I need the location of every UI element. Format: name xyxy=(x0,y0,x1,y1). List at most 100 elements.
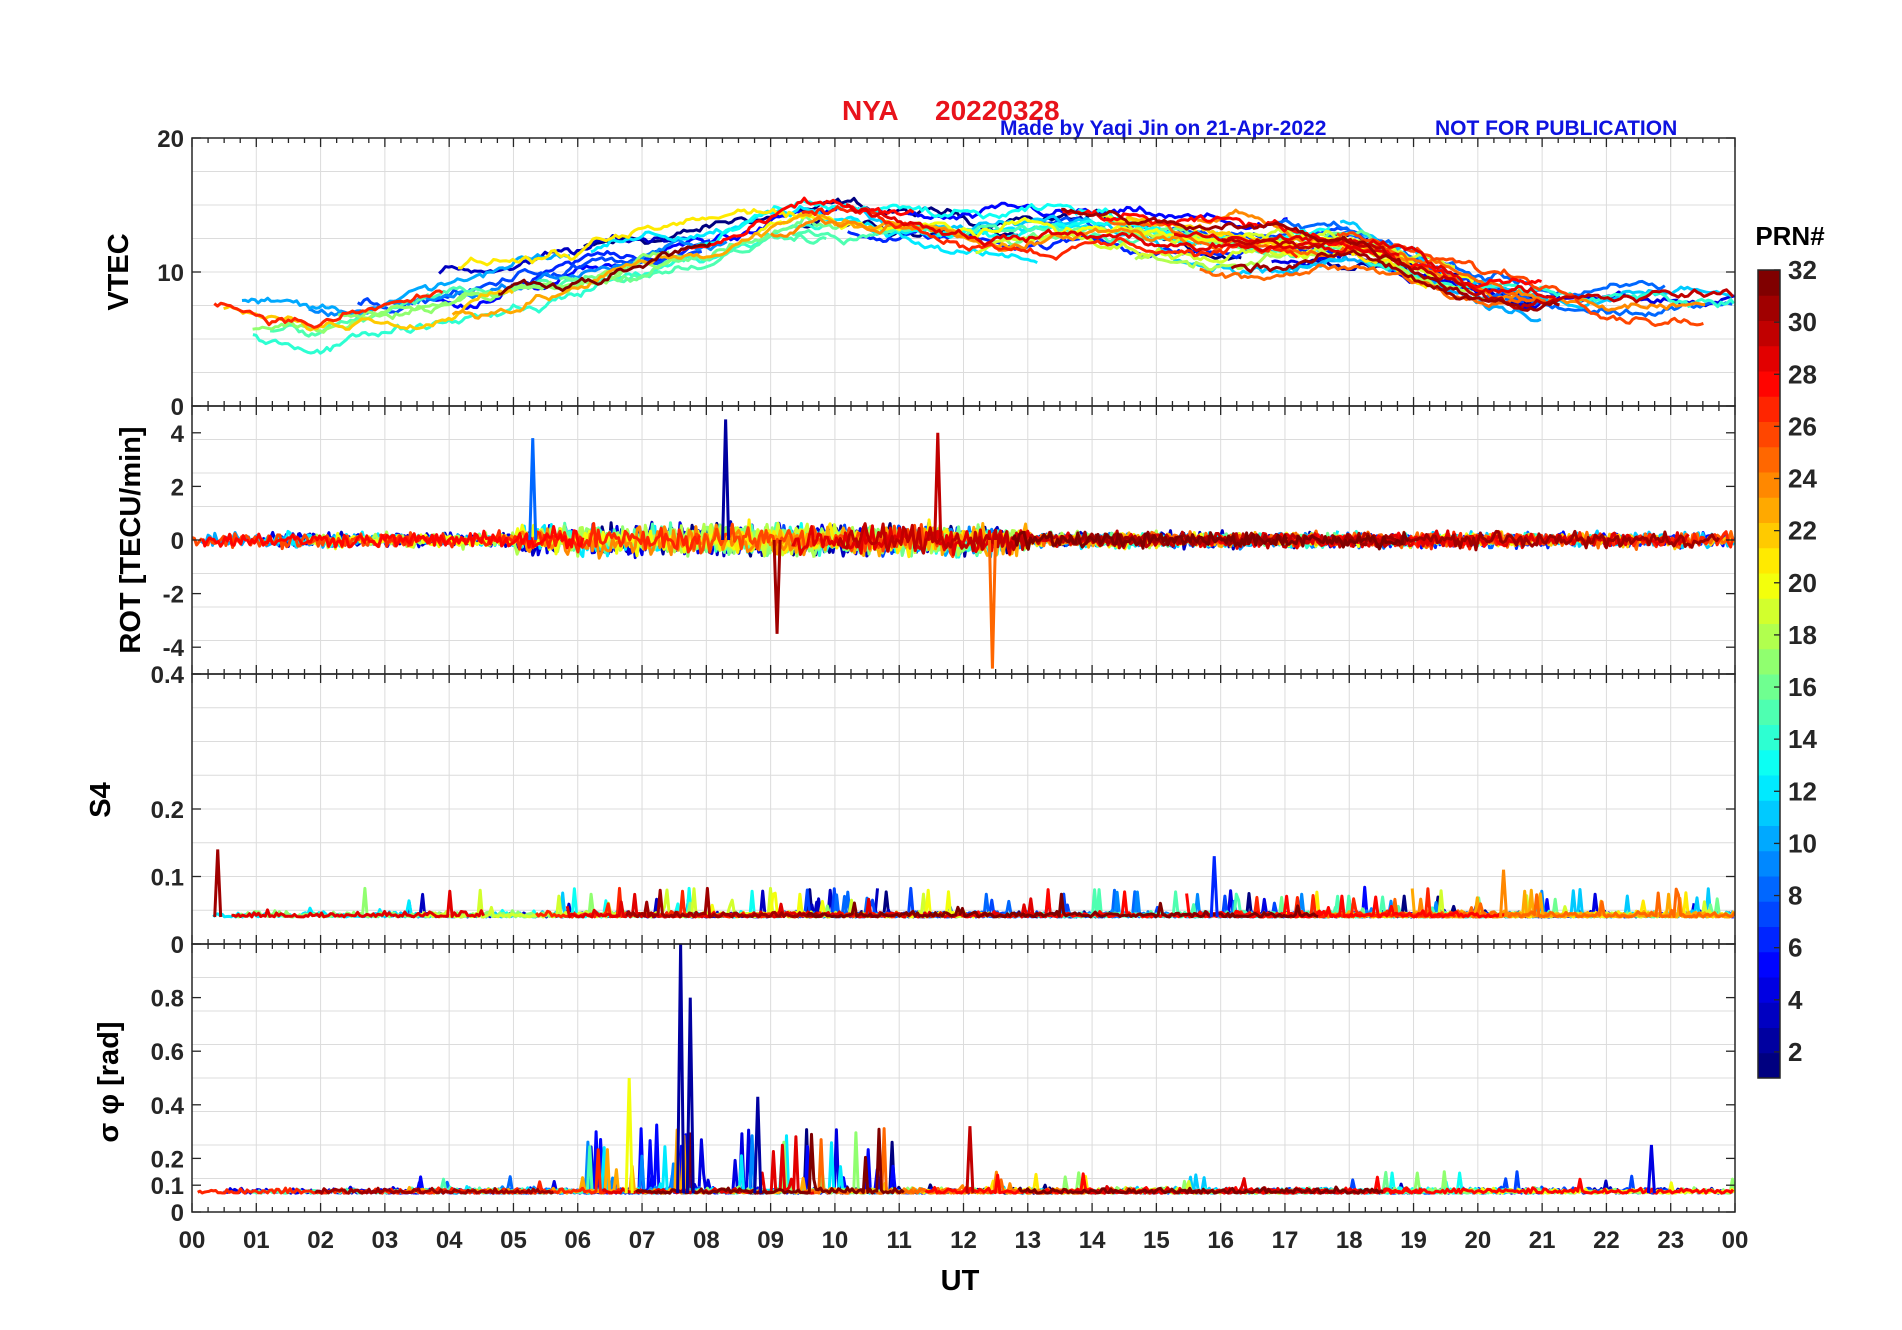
x-tick-label: 00 xyxy=(1722,1227,1749,1254)
colorbar-segment xyxy=(1758,547,1780,574)
colorbar-segment xyxy=(1758,345,1780,372)
series-line-prn-29 xyxy=(845,203,1400,258)
colorbar-tick-label: 32 xyxy=(1788,255,1817,285)
series-line-prn-27 xyxy=(801,205,1299,261)
colorbar-segment xyxy=(1758,446,1780,473)
colorbar-tick-label: 24 xyxy=(1788,464,1817,494)
y-axis-label: VTEC xyxy=(103,233,135,310)
y-tick-label: 0.6 xyxy=(151,1039,184,1066)
colorbar-tick-label: 14 xyxy=(1788,724,1817,754)
series-group xyxy=(192,419,1735,669)
y-tick-label: 2 xyxy=(171,474,184,501)
colorbar-tick-label: 20 xyxy=(1788,568,1817,598)
y-tick-label: -4 xyxy=(163,635,185,662)
x-tick-label: 09 xyxy=(757,1227,784,1254)
series-line-prn-31 xyxy=(314,1186,555,1195)
peak-spike xyxy=(987,539,997,669)
series-line-prn-32 xyxy=(635,1127,905,1195)
colorbar-segment xyxy=(1758,1002,1780,1028)
x-tick-label: 16 xyxy=(1207,1227,1234,1254)
x-tick-label: 19 xyxy=(1400,1227,1427,1254)
colorbar-segment xyxy=(1758,295,1780,321)
y-tick-label: 0 xyxy=(171,528,184,555)
colorbar-segment xyxy=(1758,421,1780,448)
series-line-prn-28 xyxy=(681,196,915,252)
series-line-prn-27 xyxy=(213,289,444,329)
series-line-prn-29 xyxy=(231,889,485,919)
colorbar-segment xyxy=(1758,648,1780,675)
series-line-prn-15 xyxy=(249,1145,600,1195)
series-line-prn-23 xyxy=(404,1128,845,1195)
series-line-prn-1 xyxy=(583,196,1019,248)
peak-spike xyxy=(213,849,223,918)
y-tick-label: 0 xyxy=(171,1200,184,1227)
colorbar-tick-label: 22 xyxy=(1788,516,1817,546)
x-tick-label: 15 xyxy=(1143,1227,1170,1254)
colorbar-segment xyxy=(1758,901,1780,927)
series-line-prn-31 xyxy=(1230,249,1480,301)
colorbar-segment xyxy=(1758,320,1780,347)
colorbar-tick-label: 6 xyxy=(1788,933,1802,963)
x-tick-label: 10 xyxy=(822,1227,849,1254)
colorbar-tick-label: 26 xyxy=(1788,411,1817,441)
colorbar-segment xyxy=(1758,825,1780,852)
panel-sigma_phi: 00.10.2 0.4 0.6 0.8 σ φ [rad] xyxy=(93,943,1736,1227)
colorbar-tick-label: 8 xyxy=(1788,881,1802,911)
colorbar-segment xyxy=(1758,724,1780,751)
panel-vtec: 0 10 20 VTEC xyxy=(103,126,1736,421)
colorbar-segment xyxy=(1758,472,1780,498)
colorbar-tick-label: 28 xyxy=(1788,359,1817,389)
series-group xyxy=(197,944,1735,1195)
series-line-prn-28 xyxy=(1185,893,1505,919)
x-tick-label: 04 xyxy=(436,1227,463,1254)
colorbar-segment xyxy=(1758,1027,1780,1054)
y-tick-label: 0.4 xyxy=(151,662,185,689)
peak-spike xyxy=(1499,869,1509,918)
x-tick-label: 12 xyxy=(950,1227,977,1254)
colorbar-segment xyxy=(1758,977,1780,1003)
x-tick-label: 01 xyxy=(243,1227,270,1254)
peak-spike xyxy=(721,419,731,541)
y-axis-label: σ φ [rad] xyxy=(93,1021,125,1142)
colorbar-segment xyxy=(1758,850,1780,877)
y-tick-label: 0.1 xyxy=(151,865,184,892)
series-line-prn-32 xyxy=(1017,1185,1384,1195)
x-tick-label: 07 xyxy=(629,1227,656,1254)
colorbar-segment xyxy=(1758,598,1780,624)
series-line-prn-3 xyxy=(438,234,691,275)
peak-spike xyxy=(965,1126,975,1194)
colorbar-tick-label: 30 xyxy=(1788,307,1817,337)
y-tick-label: 0.2 xyxy=(151,1146,184,1173)
peak-spike xyxy=(933,432,943,541)
x-tick-label: 06 xyxy=(564,1227,591,1254)
peak-spike xyxy=(676,944,686,1194)
y-tick-label: 0.8 xyxy=(151,986,184,1013)
x-tick-label: 11 xyxy=(887,1227,912,1254)
x-axis-label: UT xyxy=(941,1265,980,1297)
colorbar-segment xyxy=(1758,371,1780,397)
colorbar-segment xyxy=(1758,623,1780,650)
y-tick-label: -2 xyxy=(163,582,184,609)
series-line-prn-8 xyxy=(1275,218,1666,297)
x-tick-label: 18 xyxy=(1336,1227,1363,1254)
colorbar-segment xyxy=(1758,396,1780,422)
colorbar-tick-label: 2 xyxy=(1788,1037,1802,1067)
series-line-prn-32 xyxy=(498,241,712,296)
peak-spike xyxy=(685,997,695,1194)
x-tick-label: 17 xyxy=(1272,1227,1299,1254)
colorbar-tick-label: 12 xyxy=(1788,776,1817,806)
x-tick-label: 14 xyxy=(1079,1227,1106,1254)
colorbar-segment xyxy=(1758,876,1780,902)
series-line-prn-31 xyxy=(625,886,823,919)
peak-spike xyxy=(1646,1144,1656,1194)
series-line-prn-32 xyxy=(1011,530,1410,551)
x-tick-label: 08 xyxy=(693,1227,720,1254)
colorbar-segment xyxy=(1758,775,1780,801)
series-line-prn-28 xyxy=(201,525,585,550)
x-tick-label: 23 xyxy=(1657,1227,1684,1254)
colorbar-tick-label: 18 xyxy=(1788,620,1817,650)
series-line-prn-21 xyxy=(457,207,803,270)
x-tick-label: 03 xyxy=(372,1227,399,1254)
